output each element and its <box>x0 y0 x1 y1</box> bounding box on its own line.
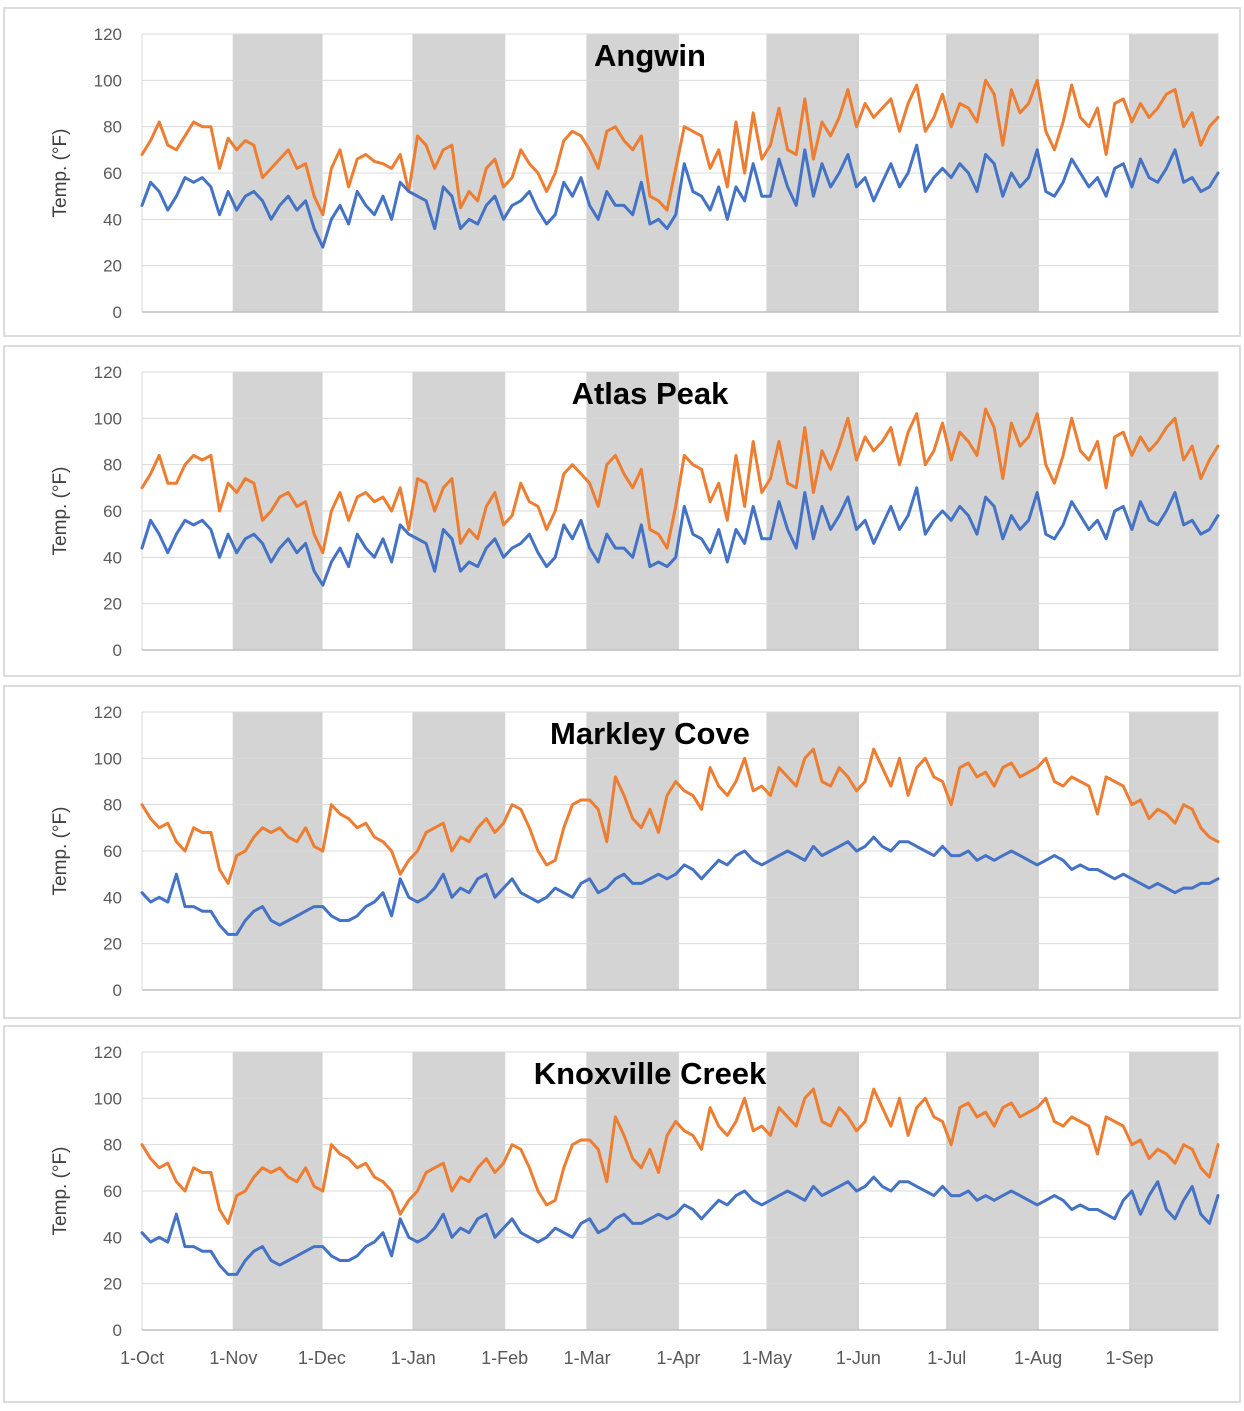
series-line-min <box>140 835 1220 936</box>
y-tick-label: 20 <box>103 257 122 276</box>
series-line-min <box>140 1175 1220 1276</box>
y-tick-label: 40 <box>103 888 122 907</box>
y-tick-label: 100 <box>94 749 122 768</box>
chart-title: Atlas Peak <box>572 376 730 411</box>
y-tick-label: 60 <box>103 164 122 183</box>
x-tick-label: 1-Apr <box>657 1348 701 1368</box>
y-tick-label: 20 <box>103 935 122 954</box>
y-tick-label: 0 <box>113 303 122 322</box>
y-axis-label: Temp. (°F) <box>50 129 71 218</box>
x-tick-label: 1-Jan <box>391 1348 436 1368</box>
chart-title: Markley Cove <box>550 716 750 751</box>
y-tick-label: 0 <box>113 641 122 660</box>
x-tick-label: 1-Jun <box>836 1348 881 1368</box>
chart-title: Angwin <box>594 38 706 73</box>
series-line-min <box>140 143 1220 249</box>
y-tick-label: 100 <box>94 71 122 90</box>
y-tick-label: 120 <box>94 1043 122 1062</box>
x-tick-label: 1-Dec <box>298 1348 346 1368</box>
series-line-max <box>140 78 1220 217</box>
y-tick-label: 80 <box>103 118 122 137</box>
y-axis-label: Temp. (°F) <box>50 807 71 896</box>
x-tick-label: 1-Feb <box>481 1348 528 1368</box>
y-tick-label: 0 <box>113 1321 122 1340</box>
y-tick-label: 40 <box>103 548 122 567</box>
y-tick-label: 120 <box>94 25 122 44</box>
y-tick-label: 20 <box>103 1275 122 1294</box>
x-tick-label: 1-Aug <box>1014 1348 1062 1368</box>
y-tick-label: 0 <box>113 981 122 1000</box>
x-tick-label: 1-Nov <box>209 1348 257 1368</box>
y-tick-label: 20 <box>103 595 122 614</box>
y-tick-label: 120 <box>94 363 122 382</box>
x-tick-label: 1-May <box>742 1348 792 1368</box>
y-tick-label: 40 <box>103 1228 122 1247</box>
y-axis-label: Temp. (°F) <box>50 1147 71 1236</box>
series-line-max <box>140 407 1220 555</box>
y-tick-label: 60 <box>103 842 122 861</box>
chart-title: Knoxville Creek <box>534 1056 767 1091</box>
x-tick-label: 1-Oct <box>120 1348 164 1368</box>
x-tick-label: 1-Mar <box>564 1348 611 1368</box>
x-tick-label: 1-Jul <box>927 1348 966 1368</box>
y-axis-label: Temp. (°F) <box>50 467 71 556</box>
series-line-min <box>140 486 1220 587</box>
y-tick-label: 100 <box>94 409 122 428</box>
y-tick-label: 80 <box>103 1136 122 1155</box>
y-tick-label: 40 <box>103 210 122 229</box>
x-tick-label: 1-Sep <box>1106 1348 1154 1368</box>
y-tick-label: 80 <box>103 456 122 475</box>
series-line-max <box>140 1087 1220 1225</box>
series-line-max <box>140 747 1220 885</box>
y-tick-label: 100 <box>94 1089 122 1108</box>
y-tick-label: 80 <box>103 796 122 815</box>
y-tick-label: 60 <box>103 502 122 521</box>
y-tick-label: 120 <box>94 703 122 722</box>
y-tick-label: 60 <box>103 1182 122 1201</box>
